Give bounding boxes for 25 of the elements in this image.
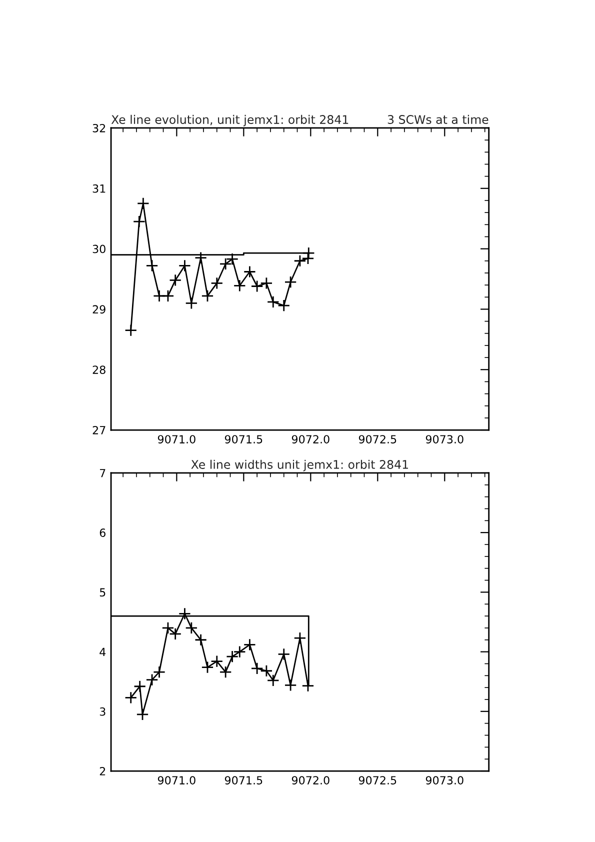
x-tick-label: 9072.0 — [292, 435, 330, 444]
x-tick-label: 9072.5 — [358, 435, 396, 444]
y-tick-label: 7 — [100, 469, 106, 478]
x-tick-label: 9071.5 — [224, 435, 262, 444]
y-tick-label: 5 — [100, 588, 106, 597]
y-tick-label: 3 — [100, 707, 106, 716]
y-tick-label: 31 — [92, 184, 106, 193]
x-tick-label: 9073.0 — [426, 435, 464, 444]
y-tick-label: 27 — [92, 426, 106, 434]
x-tick-label: 9071.0 — [158, 776, 196, 784]
x-tick-label: 9073.0 — [426, 776, 464, 784]
y-tick-label: 32 — [92, 124, 106, 132]
y-tick-label: 30 — [92, 244, 106, 254]
x-tick-label: 9072.0 — [292, 776, 330, 784]
y-tick-label: 28 — [92, 366, 106, 374]
y-tick-label: 6 — [100, 528, 106, 537]
chart-title: Xe line widths unit jemx1: orbit 2841 — [191, 460, 408, 472]
y-tick-label: 29 — [92, 305, 106, 314]
x-tick-label: 9072.5 — [358, 776, 396, 784]
y-tick-label: 4 — [100, 648, 106, 656]
chart-title: Xe line evolution, unit jemx1: orbit 2841 — [111, 114, 348, 126]
y-tick-label: 2 — [100, 766, 106, 776]
x-tick-label: 9071.0 — [158, 435, 196, 444]
x-tick-label: 9071.5 — [224, 776, 262, 784]
chart-subtitle: 3 SCWs at a time — [388, 114, 488, 124]
